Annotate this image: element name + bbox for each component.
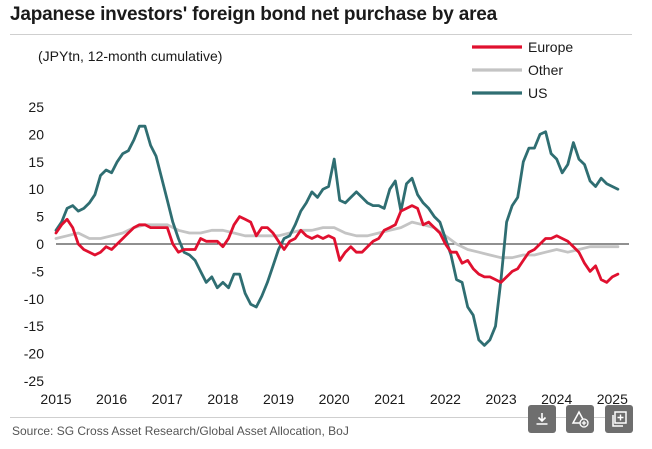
x-tick-label: 2018	[207, 391, 238, 407]
y-tick-label: 20	[28, 126, 44, 142]
series-line-other	[54, 220, 620, 260]
copy-button[interactable]	[605, 405, 633, 433]
legend-label-other: Other	[528, 62, 563, 78]
source-note: Source: SG Cross Asset Research/Global A…	[12, 424, 349, 438]
x-tick-label: 2016	[96, 391, 127, 407]
y-tick-label: 5	[36, 209, 44, 225]
legend-label-europe: Europe	[528, 39, 573, 55]
download-button[interactable]	[528, 405, 556, 433]
y-tick-label: 10	[28, 181, 44, 197]
shapes-add-icon	[571, 410, 589, 428]
legend-label-us: US	[528, 85, 547, 101]
source-divider	[10, 417, 632, 418]
x-tick-label: 2022	[430, 391, 461, 407]
x-tick-label: 2024	[541, 391, 572, 407]
y-tick-label: -20	[24, 346, 44, 362]
x-tick-label: 2023	[485, 391, 516, 407]
download-icon	[536, 413, 548, 425]
y-tick-label: -25	[24, 373, 44, 389]
x-tick-label: 2020	[319, 391, 350, 407]
add-shape-button[interactable]	[566, 405, 594, 433]
y-tick-label: -15	[24, 318, 44, 334]
title-divider	[10, 34, 632, 35]
x-tick-label: 2025	[597, 391, 628, 407]
series-line-europe	[54, 204, 620, 284]
x-tick-label: 2017	[152, 391, 183, 407]
y-tick-label: -10	[24, 291, 44, 307]
series-line-us	[54, 124, 620, 347]
y-tick-label: 15	[28, 154, 44, 170]
x-tick-label: 2015	[40, 391, 71, 407]
x-tick-label: 2019	[263, 391, 294, 407]
y-tick-label: -5	[32, 263, 45, 279]
unit-label: (JPYtn, 12-month cumulative)	[38, 48, 222, 64]
copy-add-icon	[612, 411, 627, 427]
x-tick-label: 2021	[374, 391, 405, 407]
y-tick-label: 25	[28, 99, 44, 115]
chart-title: Japanese investors' foreign bond net pur…	[10, 4, 498, 25]
y-tick-label: 0	[36, 236, 44, 252]
